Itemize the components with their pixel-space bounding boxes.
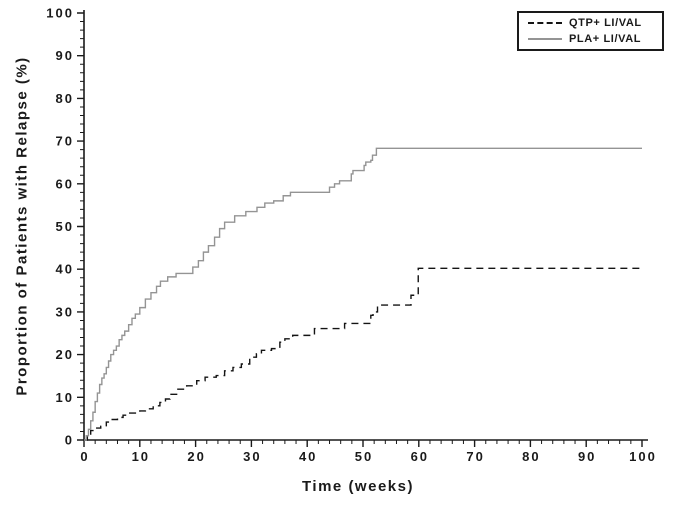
major-ticks (77, 12, 643, 447)
minor-ticks (80, 21, 632, 444)
y-tick-label: 40 (56, 262, 74, 277)
y-tick-label: 90 (56, 48, 74, 63)
x-tick-label: 70 (466, 449, 484, 464)
qtp-dashed-line-sample (528, 22, 562, 24)
y-tick-label: 10 (56, 390, 74, 405)
x-tick-label: 20 (187, 449, 205, 464)
y-tick-label: 0 (65, 433, 74, 448)
x-tick-label: 30 (243, 449, 261, 464)
y-tick-label: 70 (56, 134, 74, 149)
x-tick-label: 0 (80, 449, 89, 464)
y-tick-label: 100 (46, 6, 74, 21)
y-axis-title: Proportion of Patients with Relapse (%) (13, 56, 31, 396)
x-tick-label: 90 (578, 449, 596, 464)
legend-item-qtp: QTP+ LI/VAL (528, 17, 662, 29)
legend: QTP+ LI/VAL PLA+ LI/VAL (517, 11, 664, 51)
y-tick-label: 20 (56, 347, 74, 362)
y-tick-label: 60 (56, 176, 74, 191)
series-pla-line (84, 147, 642, 441)
legend-label-qtp: QTP+ LI/VAL (569, 17, 642, 29)
x-axis-title: Time (weeks) (302, 478, 414, 495)
axis-lines (83, 10, 648, 441)
x-tick-label: 10 (132, 449, 150, 464)
legend-item-pla: PLA+ LI/VAL (528, 33, 662, 45)
x-tick-label: 50 (355, 449, 373, 464)
legend-label-pla: PLA+ LI/VAL (569, 33, 642, 45)
x-tick-label: 100 (629, 449, 657, 464)
x-tick-label: 80 (522, 449, 540, 464)
series-qtp-line (84, 267, 642, 441)
y-tick-label: 30 (56, 304, 74, 319)
y-tick-label: 50 (56, 219, 74, 234)
x-tick-label: 40 (299, 449, 317, 464)
y-tick-label: 80 (56, 91, 74, 106)
pla-solid-line-sample (528, 38, 562, 40)
x-tick-label: 60 (411, 449, 429, 464)
